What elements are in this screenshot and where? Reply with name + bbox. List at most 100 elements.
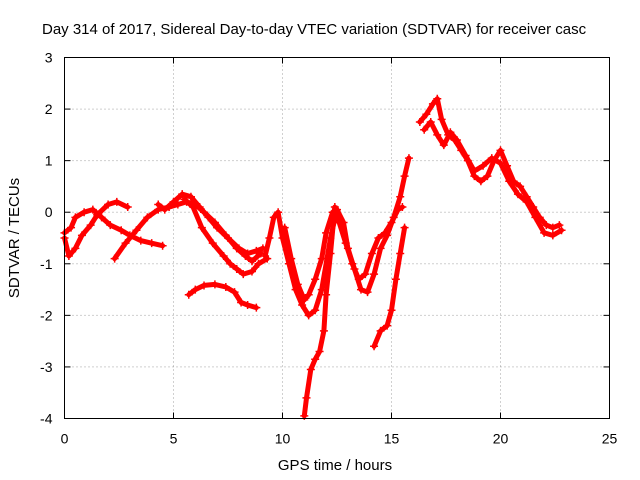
data-point-marker <box>123 203 132 212</box>
data-point-marker <box>311 306 320 315</box>
data-point-marker <box>280 223 289 232</box>
data-point-marker <box>261 252 270 261</box>
data-point-marker <box>97 213 106 222</box>
data-point-marker <box>184 290 193 299</box>
data-point-marker <box>71 213 80 222</box>
data-point-marker <box>132 226 141 235</box>
data-point-marker <box>387 306 396 315</box>
data-point-marker <box>404 154 413 163</box>
chart-title: Day 314 of 2017, Sidereal Day-to-day VTE… <box>42 21 587 38</box>
data-point-marker <box>302 393 311 402</box>
data-point-marker <box>461 151 470 160</box>
data-point-marker <box>370 270 379 279</box>
data-point-marker <box>304 311 313 320</box>
data-point-marker <box>169 197 178 206</box>
data-point-marker <box>433 94 442 103</box>
data-point-marker <box>383 321 392 330</box>
data-point-marker <box>173 200 182 209</box>
data-point-marker <box>180 195 189 204</box>
data-point-marker <box>542 221 551 230</box>
data-point-marker <box>380 228 389 237</box>
data-point-marker <box>189 203 198 212</box>
series-line <box>421 119 564 238</box>
data-point-marker <box>178 190 187 199</box>
data-point-marker <box>274 208 283 217</box>
data-point-marker <box>452 136 461 145</box>
data-point-marker <box>531 213 540 222</box>
data-point-marker <box>117 226 126 235</box>
data-point-marker <box>548 231 557 240</box>
data-point-marker <box>311 355 320 364</box>
data-point-marker <box>479 161 488 170</box>
data-point-marker <box>265 234 274 242</box>
data-point-marker <box>396 249 405 258</box>
series-arc-5 <box>180 195 272 279</box>
data-point-marker <box>86 221 95 230</box>
data-point-marker <box>317 254 326 263</box>
data-point-marker <box>224 234 232 242</box>
data-point-marker <box>348 259 357 268</box>
data-point-marker <box>400 223 409 232</box>
data-point-marker <box>104 200 113 209</box>
data-point-marker <box>252 246 261 255</box>
data-point-marker <box>304 290 313 299</box>
data-point-marker <box>322 290 331 299</box>
data-point-marker <box>112 197 121 206</box>
data-point-marker <box>252 303 261 312</box>
series-arc-12 <box>420 117 566 240</box>
data-point-marker <box>400 172 409 181</box>
data-point-marker <box>232 264 241 273</box>
data-point-marker <box>483 172 492 181</box>
data-point-marker <box>420 125 429 134</box>
data-point-marker <box>64 252 73 261</box>
data-point-marker <box>341 239 350 248</box>
series-arc-6 <box>184 280 261 312</box>
y-tick-label: 2 <box>45 101 53 117</box>
data-point-marker <box>88 205 97 214</box>
data-point-marker <box>394 205 403 214</box>
data-point-marker <box>230 288 239 297</box>
data-point-marker <box>121 239 130 248</box>
data-point-marker <box>330 203 339 212</box>
data-point-marker <box>219 252 228 261</box>
data-point-marker <box>522 197 531 206</box>
data-point-marker <box>428 99 437 108</box>
data-point-marker <box>470 166 479 175</box>
data-point-marker <box>326 249 335 258</box>
y-tick-label: 0 <box>45 204 53 220</box>
plot-frame <box>64 57 610 419</box>
data-point-marker <box>426 117 435 126</box>
data-point-marker <box>516 182 525 191</box>
y-tick-label: 1 <box>45 153 53 169</box>
data-point-marker <box>548 223 557 232</box>
series-arc-3 <box>110 197 265 266</box>
data-point-marker <box>143 213 152 222</box>
data-point-marker <box>555 221 564 230</box>
axis-ticks: 0 5 10 15 20 25 -4 -3 -2 -1 0 1 2 3 <box>40 50 617 447</box>
data-point-marker <box>356 285 365 294</box>
data-point-marker <box>322 228 331 237</box>
data-point-marker <box>208 239 217 248</box>
data-point-marker <box>269 213 278 222</box>
data-point-marker <box>319 326 328 335</box>
x-axis-label: GPS time / hours <box>278 457 392 474</box>
data-point-marker <box>398 203 407 212</box>
x-tick-label: 0 <box>61 431 69 447</box>
data-point-marker <box>106 221 115 230</box>
data-point-marker <box>300 295 309 304</box>
data-point-marker <box>363 288 372 297</box>
data-point-marker <box>487 154 496 163</box>
x-tick-label: 5 <box>170 431 178 447</box>
data-point-marker <box>437 115 446 124</box>
data-point-marker <box>315 347 324 356</box>
data-point-marker <box>422 110 431 119</box>
data-point-marker <box>496 146 505 155</box>
series-line <box>371 225 408 349</box>
data-point-marker <box>213 223 222 232</box>
series-arc-4 <box>154 190 267 258</box>
data-point-marker <box>513 190 522 199</box>
data-point-marker <box>505 177 514 186</box>
x-tick-label: 25 <box>602 431 618 447</box>
data-point-marker <box>243 301 252 310</box>
data-point-marker <box>80 208 89 217</box>
